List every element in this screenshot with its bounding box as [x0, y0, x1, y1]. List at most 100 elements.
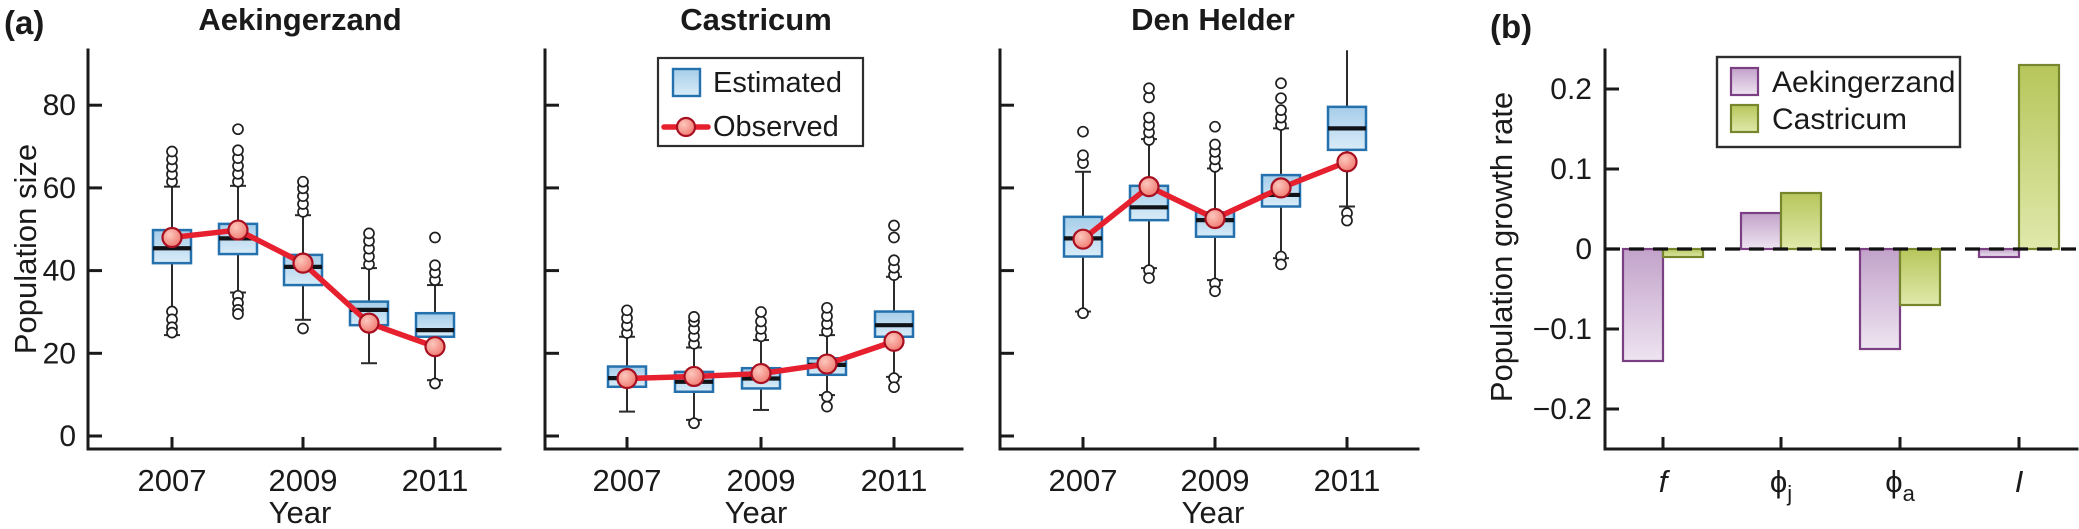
outlier-point — [232, 308, 244, 320]
bar-aekingerzand-f — [1621, 247, 1665, 363]
observed-point-2011 — [883, 330, 905, 352]
outlier-point — [1143, 82, 1155, 95]
outlier-point — [688, 311, 700, 323]
outlier-point — [1209, 285, 1221, 298]
category-label-I: I — [2015, 464, 2024, 499]
panel-growth-rate: −0.2 −0.1 0 0.1 0.2 Population growth rate f ϕj… — [1484, 48, 2079, 506]
outlier-point — [888, 254, 900, 267]
observed-point-2008 — [683, 365, 705, 388]
bar-aekingerzand-ϕa — [1858, 247, 1902, 351]
x-tick-label: 2011 — [402, 463, 469, 498]
x-tick-label: 2007 — [593, 463, 662, 498]
observed-point-2011 — [424, 336, 446, 358]
y-tick-label: 0.2 — [1550, 73, 1592, 106]
legend-castricum-label: Castricum — [1772, 103, 1907, 136]
category-label-ϕa: ϕa — [1885, 464, 1915, 506]
outlier-point — [297, 175, 309, 188]
outlier-point — [297, 322, 309, 335]
outlier-point — [1275, 258, 1287, 271]
observed-point-2009 — [750, 362, 772, 385]
outlier-point — [755, 306, 767, 318]
legend: Aekingerzand Castricum — [1715, 55, 1962, 149]
observed-point-2010 — [1270, 177, 1292, 199]
box — [414, 311, 456, 339]
outlier-point — [429, 231, 441, 244]
outlier-point — [166, 326, 178, 339]
panel-b-label: (b) — [1490, 8, 1533, 45]
x-tick-label: 2011 — [861, 463, 928, 498]
box-plot-2010 — [348, 227, 390, 365]
bar-castricum-ϕa — [1898, 247, 1942, 307]
outlier-point — [1209, 138, 1221, 151]
y-tick-label: −0.1 — [1533, 313, 1592, 346]
x-tick-label: 2007 — [138, 463, 207, 498]
panel-aekingerzand: Aekingerzand 0 20 40 60 80 2007 2009 2011 Year Pop… — [8, 2, 502, 529]
box-plot-2011 — [873, 219, 915, 394]
outlier-point — [621, 304, 633, 317]
y-axis-title: Population growth rate — [1484, 92, 1519, 402]
panel-title: Den Helder — [1131, 2, 1295, 37]
observed-point-2011 — [1336, 151, 1358, 173]
observed-point-2009 — [292, 252, 314, 274]
outlier-point — [1275, 104, 1287, 117]
box-plot-2011 — [1326, 50, 1368, 227]
legend-observed-marker — [675, 116, 697, 138]
box-plot-2009 — [740, 306, 782, 411]
x-tick-label: 2007 — [1049, 463, 1118, 498]
panel-castricum: Castricum 2007 2009 2011 Year Estimated Observ… — [543, 2, 964, 529]
legend-aekingerzand-swatch — [1729, 66, 1760, 97]
box-plot-2011 — [414, 231, 456, 390]
outlier-point — [166, 145, 178, 158]
legend-estimated-label: Estimated — [713, 67, 842, 99]
outlier-point — [1077, 149, 1089, 162]
outlier-point — [1077, 125, 1089, 138]
outlier-point — [1341, 214, 1353, 227]
outlier-point — [1209, 120, 1221, 133]
bar-aekingerzand-ϕj — [1739, 211, 1783, 251]
category-label-ϕj: ϕj — [1770, 464, 1792, 506]
x-tick-label: 2009 — [269, 463, 338, 498]
y-tick-label: 80 — [43, 89, 76, 122]
outlier-point — [1275, 92, 1287, 105]
observed-point-2008 — [1138, 176, 1160, 198]
box-plot-2007 — [1062, 125, 1104, 320]
y-tick-label: 20 — [43, 337, 76, 370]
panel-title: Castricum — [680, 2, 832, 37]
y-tick-label: 0 — [59, 420, 76, 453]
panel-title: Aekingerzand — [198, 2, 401, 37]
x-axis-title: Year — [1182, 495, 1245, 529]
outlier-point — [888, 219, 900, 232]
panel-a-label: (a) — [4, 4, 45, 41]
legend-observed-label: Observed — [713, 111, 839, 143]
outlier-point — [1143, 272, 1155, 284]
outlier-point — [888, 231, 900, 244]
outlier-point — [232, 123, 244, 136]
outlier-point — [429, 259, 441, 272]
y-axis-title: Population size — [8, 144, 43, 354]
panel-den-helder: Den Helder 2007 2009 2011 Year — [998, 2, 1420, 529]
legend: Estimated Observed — [656, 56, 865, 148]
box-plot-2010 — [1260, 77, 1302, 271]
bar-castricum-ϕj — [1779, 191, 1823, 251]
outlier-point — [688, 417, 700, 430]
outlier-point — [232, 144, 244, 157]
legend-estimated-swatch — [671, 67, 702, 98]
outlier-point — [821, 400, 833, 413]
outlier-point — [888, 381, 900, 394]
outlier-point — [363, 227, 375, 240]
x-axis-title: Year — [269, 495, 332, 529]
y-tick-label: 40 — [43, 255, 76, 288]
outlier-point — [1077, 307, 1089, 320]
outlier-point — [821, 301, 833, 314]
y-tick-label: 0.1 — [1550, 153, 1592, 186]
outlier-point — [821, 390, 833, 403]
y-tick-label: 0 — [1575, 233, 1592, 266]
bar-castricum-I — [2017, 63, 2061, 251]
x-tick-label: 2009 — [1181, 463, 1250, 498]
x-tick-label: 2011 — [1314, 463, 1381, 498]
x-tick-label: 2009 — [727, 463, 796, 498]
box-plot-2007 — [606, 304, 648, 413]
outlier-point — [429, 377, 441, 390]
